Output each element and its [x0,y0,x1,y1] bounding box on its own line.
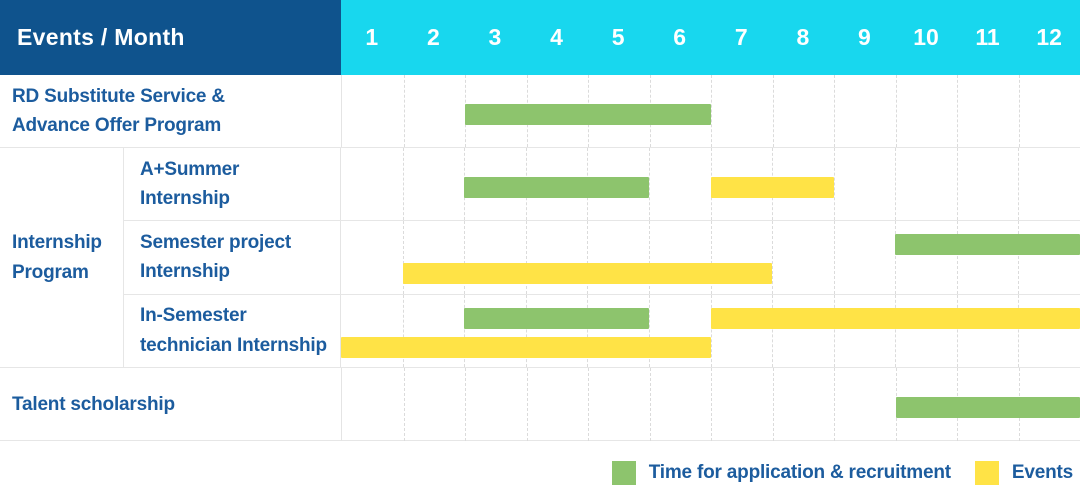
internship-program-group: Internship Program A+Summer Internship S… [0,147,1080,367]
month-header-cell: 1 [365,24,379,50]
row-timeline [341,368,1080,441]
row-timeline [340,221,1080,294]
events-bar [710,307,1080,329]
table-row-rd-substitute: RD Substitute Service & Advance Offer Pr… [0,75,1080,147]
month-grid-cell [402,221,465,294]
month-grid-cell [772,75,835,147]
events-month-label: Events / Month [17,24,185,50]
green-swatch-icon [611,461,636,485]
month-header-cell: 9 [858,24,871,50]
row-label: In-Semester technician Internship [140,305,327,356]
month-grid-cell [1018,221,1080,294]
events-bar [402,263,773,285]
month-grid-cell [342,368,404,441]
month-grid-cell [956,294,1019,367]
month-grid-cell [1018,148,1080,221]
month-grid-cell [895,75,958,147]
application-recruitment-bar [464,177,649,198]
month-grid-cell [956,221,1019,294]
legend-label: Time for application & recruitment [648,462,951,483]
month-grid-cell [648,294,711,367]
events-month-header-cell: Events / Month [0,0,341,75]
month-grid-cell [525,221,588,294]
month-grid-cell [895,294,957,367]
month-grid-cell [957,75,1019,147]
month-grid-cell [1018,294,1080,367]
month-grid-cell [648,221,711,294]
application-recruitment-bar [895,397,1080,418]
application-recruitment-bar [465,104,711,125]
schedule-table: Events / Month 1 2 3 4 5 6 7 8 9 10 11 12 RD Substi… [0,0,1080,441]
month-grid-cell [402,148,465,221]
legend: Time for application & recruitment Event… [611,461,1073,485]
month-grid-cell [711,368,773,441]
application-recruitment-bar [464,307,649,329]
legend-item-application: Time for application & recruitment [611,461,951,485]
month-grid-cell [587,294,649,367]
month-grid-cell [833,221,896,294]
month-header-cell: 10 [913,24,939,50]
yellow-swatch-icon [974,461,999,485]
month-grid-cell [895,221,957,294]
month-grid-cell [403,368,466,441]
month-header-cell: 3 [488,24,502,50]
month-grid-cell [772,221,834,294]
table-row-in-semester-technician: In-Semester technician Internship [124,293,1080,367]
month-grid-cell [833,294,896,367]
month-grid-cell [464,221,526,294]
month-grid-cell [588,368,650,441]
month-header-cell: 4 [550,24,563,50]
month-grid-cell [526,368,589,441]
month-header-cell: 11 [975,24,1000,50]
month-grid-cell [648,148,711,221]
month-grid-cell [834,368,896,441]
row-label: Talent scholarship [12,393,175,415]
legend-label: Events [1011,462,1073,483]
table-row-talent-scholarship: Talent scholarship [0,367,1080,441]
table-row-semester-project: Semester project Internship [124,220,1080,294]
month-header-cells: 1 2 3 4 5 6 7 8 9 10 11 12 [341,0,1080,75]
month-grid-cell [1018,75,1080,147]
month-header-cell: 12 [1036,24,1062,50]
month-grid-cell [772,368,835,441]
month-grid-cell [772,294,834,367]
month-grid-cell [649,368,712,441]
month-header-cell: 7 [734,24,748,50]
row-label: Semester project Internship [140,232,291,283]
month-grid-cell [525,294,588,367]
group-rows: A+Summer Internship Semester project Int… [124,148,1080,367]
month-header-cell: 6 [673,24,687,50]
table-header-row: Events / Month 1 2 3 4 5 6 7 8 9 10 11 12 [0,0,1080,75]
month-grid-cell [895,148,957,221]
row-timeline [341,75,1080,147]
month-header-cell: 2 [426,24,440,50]
legend-item-events: Events [974,461,1073,485]
month-grid-cell [587,221,649,294]
row-label: A+Summer Internship [140,158,240,210]
month-grid-cell [403,75,466,147]
events-bar [341,336,711,358]
month-grid-cell [711,75,773,147]
month-grid-cell [402,294,465,367]
month-grid-cell [341,148,403,220]
row-label: RD Substitute Service & Advance Offer Pr… [12,85,225,136]
month-grid-cell [956,148,1019,221]
month-grid-cell [710,294,773,367]
month-grid-cell [710,221,773,294]
row-timeline [340,148,1080,221]
month-grid-cell [833,148,896,221]
application-recruitment-bar [895,234,1080,256]
row-timeline [340,294,1080,367]
group-label: Internship Program [0,148,124,367]
month-grid-cell [834,75,896,147]
month-grid-cell [465,368,527,441]
month-grid-cell [341,221,403,293]
month-header-cell: 5 [611,24,625,50]
table-row-a-plus-summer: A+Summer Internship [124,148,1080,221]
month-grid-cell [464,294,526,367]
month-header-cell: 8 [796,24,810,50]
month-grid-cell [342,75,404,147]
events-bar [710,177,834,198]
